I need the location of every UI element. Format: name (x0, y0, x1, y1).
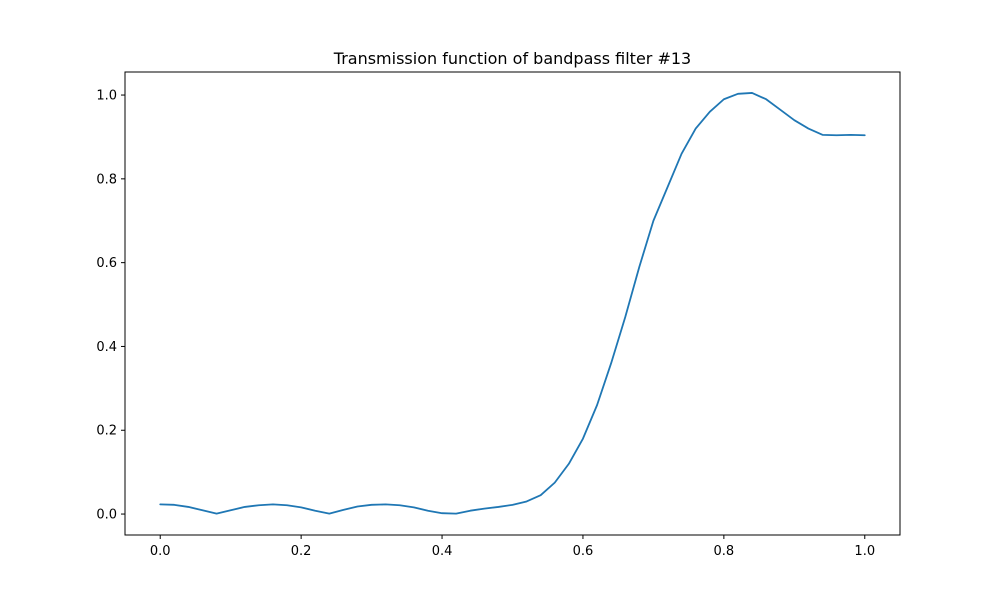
y-tick-label: 0.4 (96, 340, 117, 355)
chart-title: Transmission function of bandpass filter… (333, 49, 691, 68)
x-tick-label: 0.6 (573, 544, 594, 559)
y-tick-label: 0.8 (96, 172, 117, 187)
axes-frame (124, 71, 901, 536)
y-tick-label: 1.0 (96, 89, 117, 104)
x-tick-label: 0.2 (291, 544, 312, 559)
plot-area: 0.0 0.2 0.4 0.6 0.8 1.0 0.0 0.2 0.4 0.6 0.8 1.0 (96, 71, 901, 559)
x-tick-label: 1.0 (854, 544, 875, 559)
y-tick-label: 0.0 (96, 508, 117, 523)
x-tick-label: 0.8 (714, 544, 735, 559)
x-tick-label: 0.4 (432, 544, 453, 559)
y-tick-label: 0.6 (96, 256, 117, 271)
x-tick-label: 0.0 (150, 544, 171, 559)
series-line-0 (159, 92, 866, 515)
y-tick-label: 0.2 (96, 424, 117, 439)
